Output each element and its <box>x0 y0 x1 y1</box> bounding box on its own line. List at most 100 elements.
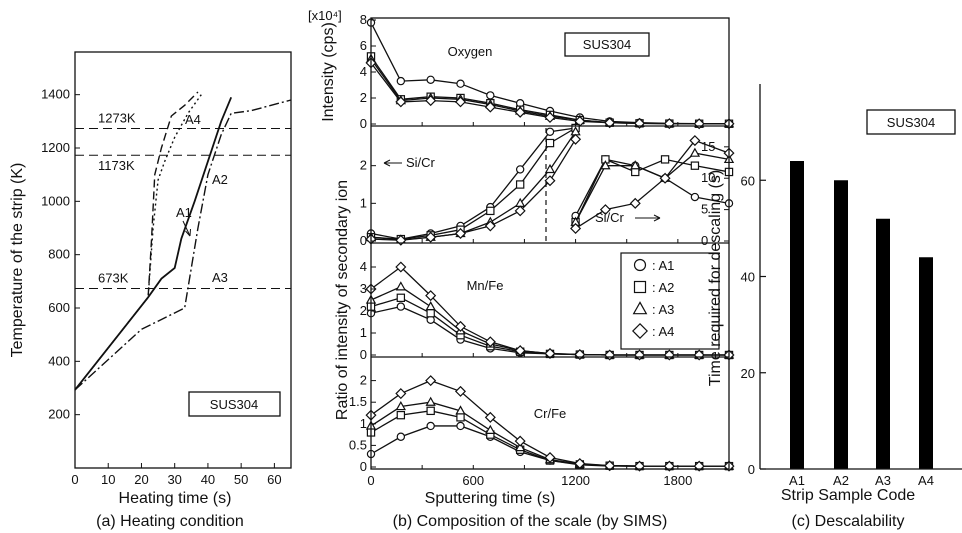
c-x-tick-label-a3: A3 <box>875 473 891 488</box>
oxygen-point-a4 <box>514 106 526 118</box>
a-series-label-a4: A4 <box>185 112 201 127</box>
bar-a1 <box>790 161 804 469</box>
a-x-tick-label: 10 <box>101 472 115 487</box>
panel-c-box-label: SUS304 <box>887 115 935 130</box>
legend-square-marker <box>633 280 647 294</box>
panel-b-xlabel: Sputtering time (s) <box>425 490 556 507</box>
sicr-right-line-a2 <box>574 158 730 223</box>
sicr-y-tick-label: 2 <box>360 158 367 173</box>
mnfe-point-a4 <box>693 349 705 361</box>
oxygen-point-a4 <box>544 111 556 124</box>
mnfe-y-tick-label: 4 <box>360 259 367 274</box>
reference-label-1173k: 1173K <box>98 158 135 173</box>
c-y-tick-label: 20 <box>741 366 755 381</box>
a-y-tick-label: 1200 <box>41 140 70 155</box>
panel-a-frame <box>74 51 292 469</box>
crfe-point-a3 <box>395 400 406 411</box>
sicr-left-point-a2 <box>486 206 495 216</box>
crfe-point-a1 <box>456 421 465 431</box>
oxygen-point-a4 <box>663 118 675 130</box>
crfe-point-a4 <box>454 385 467 397</box>
mnfe-point-a4 <box>425 290 437 302</box>
crfe-point-a4 <box>544 451 556 464</box>
c-x-tick-label-a4: A4 <box>918 473 934 488</box>
panel-b-caption: (b) Composition of the scale (by SIMS) <box>393 513 668 530</box>
sicr-right-point-a2 <box>690 161 700 170</box>
crfe-point-a4 <box>484 411 496 423</box>
sicr-left-point-a3 <box>544 163 556 174</box>
panel-a-plot: 1273K 1173K 673K <box>74 91 292 391</box>
crfe-point-a4 <box>514 435 526 447</box>
a1-pointer-arrowhead <box>185 228 191 237</box>
a-series-a1 <box>74 96 233 391</box>
mnfe-point-a2 <box>396 293 406 303</box>
sicr-left-point-a1 <box>545 127 555 136</box>
mnfe-point-a4 <box>484 336 496 348</box>
sicr-left-line-a4 <box>370 138 577 241</box>
bar-a4 <box>919 257 933 469</box>
sicr-right-line-a4 <box>575 139 730 229</box>
a-series-a4 <box>74 91 199 391</box>
sicr-right-point-a3 <box>600 160 611 170</box>
sicr-left-point-a1 <box>515 165 525 174</box>
panel-b-legend: : A1: A2: A3: A4 <box>620 252 720 350</box>
crfe-y-tick-label: 0 <box>360 459 367 474</box>
sicr-left-point-a4 <box>544 175 556 187</box>
mnfe-y-tick-label: 3 <box>360 281 367 296</box>
oxygen-point-a4 <box>693 118 705 130</box>
a-x-tick-label: 20 <box>134 472 148 487</box>
bar-a2 <box>834 180 848 469</box>
oxygen-point-a1 <box>486 91 495 100</box>
a-x-tick-label: 40 <box>201 472 215 487</box>
mnfe-point-a4 <box>514 345 526 357</box>
oxygen-y-tick-label: 0 <box>360 116 367 131</box>
mnfe-panel-label: Mn/Fe <box>467 278 504 293</box>
sicr-right-point-a4 <box>629 197 641 209</box>
legend-label-a1: : A1 <box>652 258 674 273</box>
crfe-point-a2 <box>456 413 465 422</box>
mnfe-y-tick-label: 0 <box>360 347 367 362</box>
a-series-a2 <box>74 94 202 391</box>
a1-pointer-arrow <box>182 220 191 237</box>
mnfe-point-a3 <box>425 301 436 311</box>
oxygen-y-tick-label: 4 <box>360 64 367 79</box>
panel-c-x-ticks: A1 A2 A3 A4 <box>789 473 934 488</box>
crfe-point-a4 <box>425 375 437 387</box>
mnfe-point-a1 <box>396 302 406 311</box>
crfe-point-a3 <box>485 424 496 434</box>
panel-a-ylabel: Temperature of the strip (K) <box>9 163 26 358</box>
crfe-point-a1 <box>426 421 435 431</box>
crfe-point-a3 <box>515 442 526 452</box>
mnfe-point-a4 <box>604 349 616 361</box>
b-x-tick-label: 1200 <box>561 473 590 488</box>
oxygen-point-a4 <box>395 96 407 108</box>
oxygen-y-tick-label: 6 <box>360 38 367 53</box>
legend-label-a2: : A2 <box>652 280 674 295</box>
sicr-right-y-tick-label: 0 <box>701 233 708 248</box>
panel-a: 1273K 1173K 673K 0 10 20 30 40 50 60 200 400 600 80… <box>9 51 292 530</box>
mnfe-point-a4 <box>395 261 407 273</box>
sicr-left-point-a2 <box>545 138 555 148</box>
a-series-label-a1: A1 <box>176 205 192 220</box>
mnfe-point-a2 <box>426 309 435 318</box>
c-y-tick-label: 0 <box>748 462 755 477</box>
panel-a-caption: (a) Heating condition <box>96 513 244 530</box>
oxygen-point-a1 <box>456 79 465 88</box>
panel-c-ylabel: Time required for descaling (s) <box>707 170 724 386</box>
panel-c: 0 20 40 60 A1 A2 A3 A4 Time required for desca… <box>707 84 962 530</box>
panel-b-ylabel-top: Intensity (cps) <box>320 22 337 122</box>
sicr-right-y-tick-label: 10 <box>701 170 715 185</box>
sicr-right-point-a4 <box>689 135 701 147</box>
sicr-right-point-a3 <box>689 147 701 157</box>
panel-b-ylabel-main: Ratio of intensity of secondary ion <box>334 180 351 420</box>
panel-a-box-label: SUS304 <box>210 397 258 412</box>
oxygen-point-a1 <box>396 76 406 86</box>
sicr-right-point-a4 <box>599 204 611 216</box>
sicr-left-label: Si/Cr <box>406 155 436 170</box>
sicr-left-line-a1 <box>370 127 576 240</box>
crfe-point-a3 <box>455 405 466 415</box>
crfe-point-a4 <box>604 460 616 472</box>
panel-b-box <box>564 32 650 57</box>
panel-b-scale-note: [x10⁴] <box>308 8 342 23</box>
